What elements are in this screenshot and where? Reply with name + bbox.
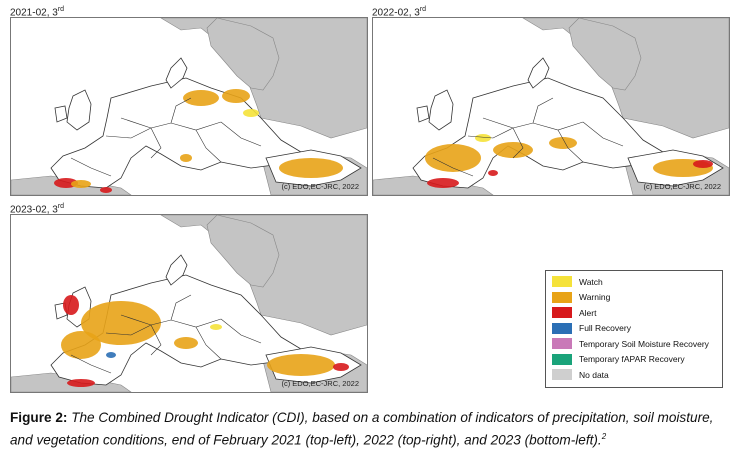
drought-patch-warning bbox=[267, 354, 335, 376]
drought-patch-warning bbox=[183, 90, 219, 106]
drought-patch-warning bbox=[549, 137, 577, 149]
legend-label: Warning bbox=[579, 292, 611, 303]
map-date: 2022-02, bbox=[372, 7, 415, 19]
drought-patch-full-recovery bbox=[106, 352, 116, 358]
drought-patch-alert bbox=[67, 379, 95, 387]
map-dekad-suffix: rd bbox=[57, 203, 65, 210]
drought-patch-watch bbox=[475, 134, 491, 142]
country-border bbox=[512, 127, 524, 159]
legend-swatch bbox=[552, 353, 572, 365]
drought-patch-alert bbox=[693, 160, 713, 168]
legend-label: Watch bbox=[579, 276, 603, 287]
country-border bbox=[105, 324, 152, 336]
figure-caption: Figure 2: The Combined Drought Indicator… bbox=[10, 408, 735, 450]
country-border bbox=[170, 97, 192, 124]
caption-footnote: 2 bbox=[601, 432, 607, 441]
caption-text: The Combined Drought Indicator (CDI), ba… bbox=[10, 410, 714, 448]
map-credit: (c) EDO,EC-JRC, 2022 bbox=[281, 182, 359, 191]
land-region bbox=[54, 105, 68, 123]
drought-patch-warning bbox=[81, 301, 161, 345]
cdi-map-2021: (c) EDO,EC-JRC, 2022 bbox=[10, 17, 368, 196]
land-region bbox=[66, 89, 92, 131]
map-date: 2023-02, bbox=[10, 204, 53, 216]
drought-patch-alert bbox=[333, 363, 349, 371]
country-border bbox=[467, 127, 514, 139]
map-date-label: 2021-02, 3rd bbox=[10, 6, 64, 18]
drought-patch-alert bbox=[100, 187, 112, 193]
country-border bbox=[220, 121, 262, 147]
legend-item-no-data: No data bbox=[546, 367, 722, 383]
country-border bbox=[70, 354, 112, 374]
legend-item-warning: Warning bbox=[546, 290, 722, 306]
legend-swatch bbox=[552, 307, 572, 319]
legend-swatch bbox=[552, 276, 572, 288]
drought-patch-alert bbox=[63, 295, 79, 315]
country-border bbox=[70, 157, 112, 177]
country-border bbox=[432, 157, 474, 177]
country-border bbox=[195, 129, 222, 163]
country-border bbox=[170, 294, 192, 321]
map-credit: (c) EDO,EC-JRC, 2022 bbox=[281, 379, 359, 388]
map-dekad-suffix: rd bbox=[57, 6, 65, 13]
map-dekad: 3 bbox=[52, 7, 58, 19]
land-region bbox=[165, 57, 188, 89]
legend-swatch bbox=[552, 322, 572, 334]
no-data-region bbox=[206, 18, 280, 91]
europe-map bbox=[373, 18, 729, 195]
legend-item-fapar-recovery: Temporary fAPAR Recovery bbox=[546, 352, 722, 368]
map-dekad-suffix: rd bbox=[419, 6, 427, 13]
drought-patch-watch bbox=[243, 109, 259, 117]
country-border bbox=[195, 326, 222, 360]
drought-patch-watch bbox=[210, 324, 222, 330]
country-border bbox=[150, 127, 162, 159]
map-legend: Watch Warning Alert Full Recovery Tempor… bbox=[545, 270, 723, 388]
drought-patch-warning bbox=[425, 144, 481, 172]
country-border bbox=[220, 318, 262, 344]
legend-swatch bbox=[552, 291, 572, 303]
drought-patch-warning bbox=[174, 337, 198, 349]
legend-label: Temporary fAPAR Recovery bbox=[579, 354, 685, 365]
drought-patch-warning bbox=[222, 89, 250, 103]
legend-item-watch: Watch bbox=[546, 274, 722, 290]
map-dekad: 3 bbox=[52, 204, 58, 216]
caption-label: Figure 2: bbox=[10, 410, 72, 425]
country-border bbox=[105, 127, 152, 139]
land-region bbox=[428, 89, 454, 131]
drought-patch-warning bbox=[71, 180, 91, 188]
land-region bbox=[165, 254, 188, 286]
map-dekad: 3 bbox=[414, 7, 420, 19]
europe-map bbox=[11, 18, 367, 195]
country-border bbox=[150, 324, 162, 356]
map-credit: (c) EDO,EC-JRC, 2022 bbox=[643, 182, 721, 191]
drought-patch-warning bbox=[61, 331, 101, 359]
legend-swatch bbox=[552, 338, 572, 350]
country-border bbox=[582, 121, 624, 147]
land-region bbox=[416, 105, 430, 123]
legend-label: No data bbox=[579, 369, 609, 380]
map-date-label: 2022-02, 3rd bbox=[372, 6, 426, 18]
legend-label: Full Recovery bbox=[579, 323, 631, 334]
legend-swatch bbox=[552, 369, 572, 381]
country-border bbox=[557, 129, 584, 163]
country-border bbox=[532, 97, 554, 124]
no-data-region bbox=[568, 18, 642, 91]
no-data-region bbox=[206, 215, 280, 288]
drought-patch-warning bbox=[180, 154, 192, 162]
land-region bbox=[527, 57, 550, 89]
legend-label: Alert bbox=[579, 307, 597, 318]
cdi-map-2022: (c) EDO,EC-JRC, 2022 bbox=[372, 17, 730, 196]
drought-patch-warning bbox=[493, 142, 533, 158]
map-date: 2021-02, bbox=[10, 7, 53, 19]
legend-label: Temporary Soil Moisture Recovery bbox=[579, 338, 709, 349]
europe-map bbox=[11, 215, 367, 392]
drought-patch-alert bbox=[427, 178, 459, 188]
drought-patch-warning bbox=[279, 158, 343, 178]
legend-item-soil-moisture-recovery: Temporary Soil Moisture Recovery bbox=[546, 336, 722, 352]
drought-patch-alert bbox=[488, 170, 498, 176]
legend-item-alert: Alert bbox=[546, 305, 722, 321]
legend-item-full-recovery: Full Recovery bbox=[546, 321, 722, 337]
cdi-map-2023: (c) EDO,EC-JRC, 2022 bbox=[10, 214, 368, 393]
map-date-label: 2023-02, 3rd bbox=[10, 203, 64, 215]
